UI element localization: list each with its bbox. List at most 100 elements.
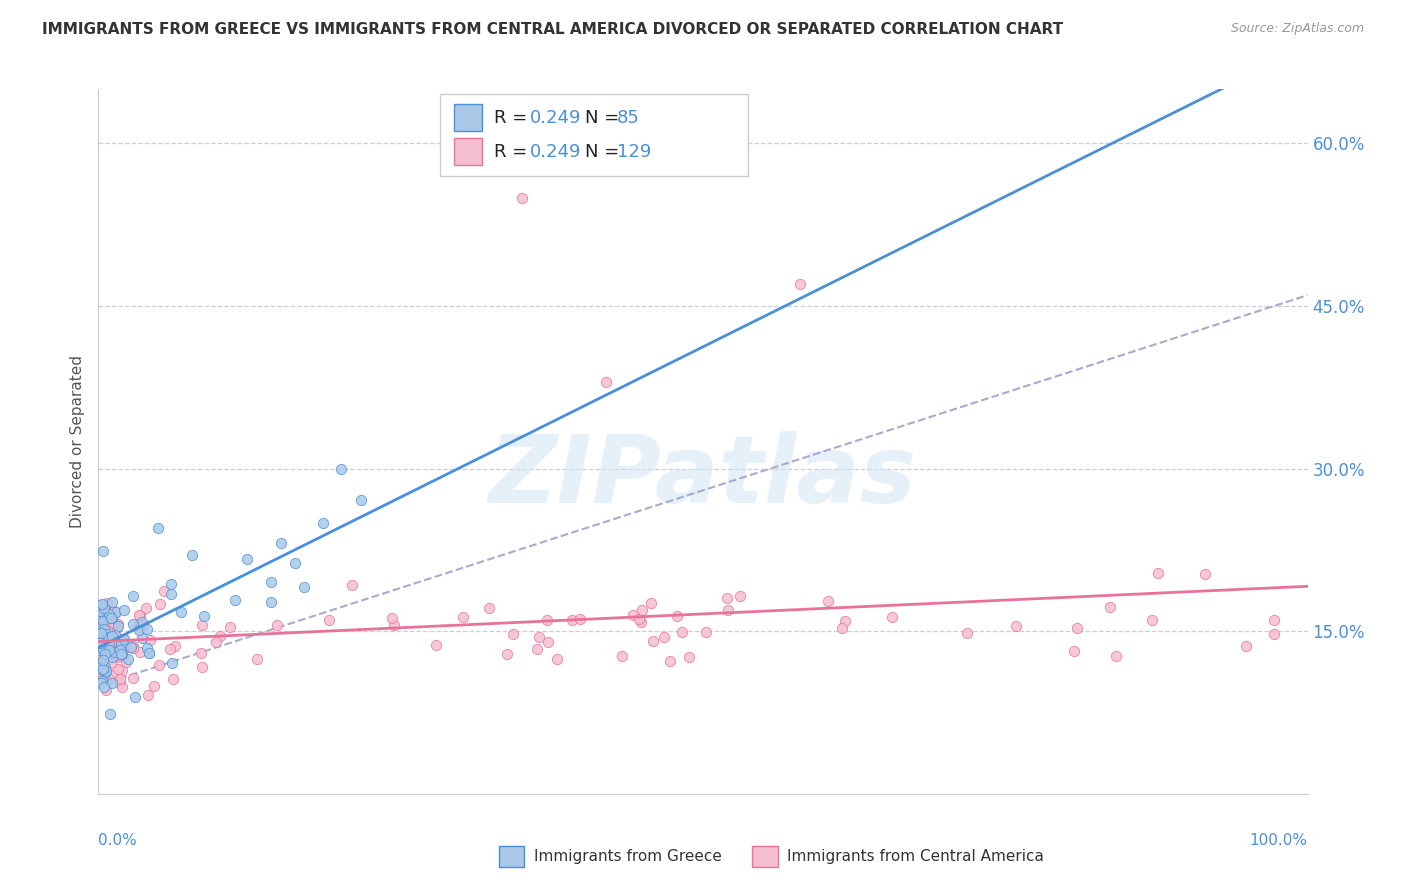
Point — [595, 375, 617, 389]
Point — [128, 623, 150, 637]
Point — [270, 536, 292, 550]
Point — [110, 637, 132, 651]
Point — [495, 647, 517, 661]
Point — [628, 612, 651, 626]
Point — [510, 191, 533, 205]
Point — [129, 615, 152, 630]
Point — [105, 605, 128, 619]
Point — [89, 609, 111, 624]
Point — [110, 647, 132, 661]
Point — [135, 601, 157, 615]
Point — [90, 659, 112, 673]
Point — [89, 661, 111, 675]
Point — [93, 627, 115, 641]
Point — [93, 622, 115, 636]
Point — [292, 580, 315, 594]
Text: 0.249: 0.249 — [530, 109, 582, 127]
Point — [728, 590, 751, 604]
Point — [131, 615, 153, 629]
Point — [105, 648, 128, 663]
Text: Source: ZipAtlas.com: Source: ZipAtlas.com — [1230, 22, 1364, 36]
Text: ZIPatlas: ZIPatlas — [489, 431, 917, 523]
Point — [94, 620, 117, 634]
Point — [107, 637, 129, 651]
Point — [330, 462, 353, 476]
Point — [93, 614, 115, 628]
Point — [621, 608, 644, 623]
Point — [103, 615, 125, 630]
Point — [1004, 619, 1026, 633]
Point — [246, 652, 269, 666]
Point — [146, 520, 169, 534]
Point — [478, 601, 501, 615]
Point — [89, 657, 111, 671]
Point — [1063, 644, 1085, 658]
Point — [205, 635, 228, 649]
Point — [89, 640, 111, 655]
Point — [502, 627, 524, 641]
Point — [190, 647, 212, 661]
Text: 85: 85 — [617, 109, 640, 127]
Point — [93, 681, 115, 695]
Point — [101, 643, 124, 657]
Point — [94, 647, 117, 661]
Point — [89, 640, 111, 655]
Point — [193, 609, 215, 624]
Point — [90, 627, 112, 641]
Point — [101, 649, 124, 664]
Point — [89, 634, 111, 648]
Point — [190, 617, 212, 632]
Point — [136, 640, 159, 655]
Point — [1140, 613, 1163, 627]
Point — [100, 656, 122, 670]
Point — [93, 671, 115, 685]
Point — [103, 604, 125, 618]
Point — [96, 615, 118, 629]
Point — [101, 594, 124, 608]
Point — [108, 672, 131, 686]
Point — [1105, 649, 1128, 664]
Point — [89, 635, 111, 649]
Point — [89, 640, 111, 654]
Point — [112, 632, 135, 647]
Point — [108, 643, 131, 657]
Point — [208, 629, 231, 643]
Point — [90, 673, 112, 688]
Point — [612, 648, 634, 663]
Point — [181, 549, 204, 563]
Point — [91, 653, 114, 667]
Point — [98, 707, 121, 722]
Point — [100, 610, 122, 624]
Point — [124, 690, 146, 704]
Point — [148, 657, 170, 672]
Point — [96, 610, 118, 624]
Point — [112, 603, 135, 617]
Point — [91, 661, 114, 675]
Point — [817, 594, 839, 608]
Point — [93, 663, 115, 677]
Point — [91, 653, 114, 667]
Point — [98, 637, 121, 651]
Point — [107, 619, 129, 633]
Point — [122, 616, 145, 631]
Point — [652, 630, 675, 644]
Point — [129, 620, 152, 634]
Point — [107, 650, 129, 665]
Point — [93, 543, 115, 558]
Point — [138, 646, 160, 660]
Point — [108, 676, 131, 690]
Point — [671, 625, 693, 640]
Point — [96, 637, 118, 651]
Text: Immigrants from Central America: Immigrants from Central America — [787, 849, 1045, 863]
Text: N =: N = — [585, 143, 624, 161]
Point — [956, 626, 979, 640]
Point — [1099, 600, 1122, 615]
Point — [121, 639, 143, 653]
Point — [831, 621, 853, 635]
Point — [110, 641, 132, 656]
Point — [526, 642, 548, 657]
Point — [789, 277, 811, 292]
Point — [111, 681, 134, 695]
Point — [104, 606, 127, 620]
Point — [163, 639, 186, 653]
